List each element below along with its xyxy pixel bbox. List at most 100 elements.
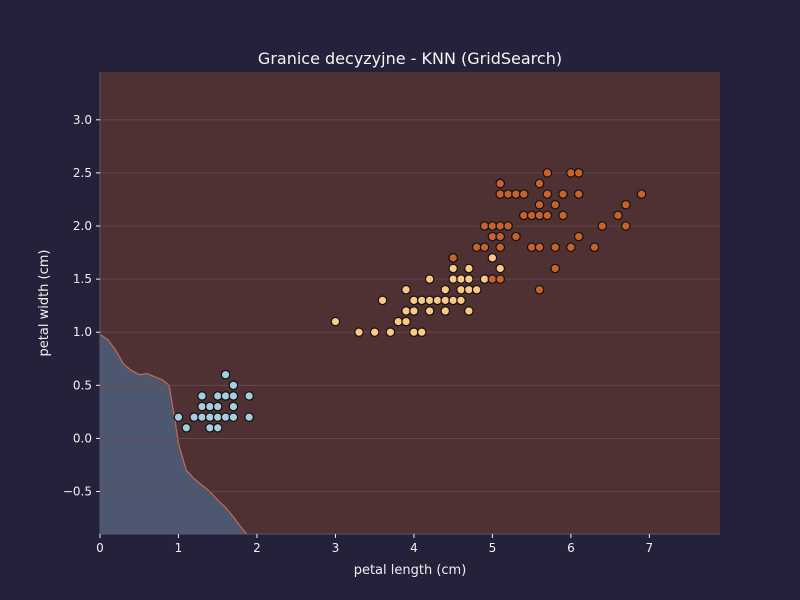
y-tick-label: 2.0 (73, 219, 92, 233)
data-point (181, 422, 192, 433)
data-point (534, 199, 545, 210)
data-point (416, 327, 427, 338)
data-point (228, 412, 239, 422)
data-point (424, 306, 435, 316)
data-point (464, 284, 474, 295)
data-point (173, 412, 184, 422)
data-point (197, 412, 207, 422)
data-point (487, 253, 498, 263)
data-point (526, 210, 537, 221)
data-point (487, 221, 498, 231)
data-point (440, 284, 451, 295)
data-point (495, 189, 506, 199)
data-point (534, 284, 545, 295)
data-point (495, 221, 506, 231)
data-point (448, 274, 458, 284)
data-point (432, 295, 443, 306)
data-point (197, 401, 207, 412)
data-point (228, 380, 239, 391)
data-point (542, 210, 553, 221)
data-point (534, 242, 545, 253)
data-point (220, 369, 231, 380)
data-point (189, 412, 199, 422)
data-point (534, 210, 545, 221)
data-point (205, 412, 215, 422)
data-point (212, 401, 223, 412)
data-point (511, 231, 521, 242)
data-point (448, 253, 458, 263)
data-point (558, 189, 568, 199)
data-point (589, 242, 600, 253)
data-point (487, 274, 498, 284)
data-point (495, 263, 506, 274)
data-point (401, 316, 411, 327)
data-point (518, 210, 529, 221)
data-point (479, 221, 490, 231)
data-point (573, 189, 584, 199)
x-tick-label: 5 (489, 541, 497, 555)
data-point (244, 391, 254, 401)
data-point (409, 295, 419, 306)
data-point (471, 242, 482, 253)
data-point (464, 274, 474, 284)
data-point (621, 199, 631, 210)
data-point (518, 189, 529, 199)
data-point (534, 178, 545, 189)
data-point (330, 316, 341, 327)
x-tick-label: 1 (175, 541, 183, 555)
data-point (495, 178, 506, 189)
data-point (228, 401, 239, 412)
data-point (487, 231, 498, 242)
data-point (464, 263, 474, 274)
data-point (354, 327, 364, 338)
data-point (409, 327, 419, 338)
data-point (205, 401, 215, 412)
data-point (440, 295, 451, 306)
data-point (479, 274, 490, 284)
y-tick-label: 3.0 (73, 113, 92, 127)
data-point (409, 306, 419, 316)
data-point (456, 274, 466, 284)
y-tick-label: −0.5 (63, 485, 92, 499)
data-point (550, 199, 560, 210)
data-point (205, 422, 215, 433)
data-point (212, 412, 223, 422)
data-point (573, 168, 584, 178)
data-point (495, 231, 506, 242)
data-point (503, 221, 513, 231)
data-point (212, 391, 223, 401)
data-point (550, 242, 560, 253)
data-point (228, 391, 239, 401)
y-tick-label: 2.5 (73, 166, 92, 180)
data-point (495, 242, 506, 253)
data-point (503, 189, 513, 199)
x-tick-label: 6 (567, 541, 575, 555)
data-point (197, 391, 207, 401)
x-tick-label: 0 (96, 541, 104, 555)
x-tick-label: 2 (253, 541, 261, 555)
data-point (385, 327, 396, 338)
chart-title: Granice decyzyjne - KNN (GridSearch) (258, 49, 562, 68)
y-tick-label: 1.0 (73, 325, 92, 339)
y-tick-label: 1.5 (73, 272, 92, 286)
data-point (393, 316, 404, 327)
data-point (542, 168, 553, 178)
plot-area: 0 1 2 3 4 5 6 7 −0.5 0.0 0.5 1.0 1.5 2.0 2.5 3.0 (63, 72, 720, 555)
data-point (401, 306, 411, 316)
data-point (471, 284, 482, 295)
data-point (636, 189, 647, 199)
x-axis-title: petal length (cm) (354, 563, 467, 578)
data-point (613, 210, 623, 221)
y-axis-title: petal width (cm) (37, 250, 52, 357)
data-point (220, 391, 231, 401)
data-point (424, 295, 435, 306)
data-point (416, 295, 427, 306)
data-point (440, 306, 451, 316)
decision-region-lower (100, 334, 247, 534)
data-point (542, 189, 553, 199)
data-point (550, 263, 560, 274)
data-point (456, 295, 466, 306)
data-point (558, 210, 568, 221)
data-point (244, 412, 254, 422)
